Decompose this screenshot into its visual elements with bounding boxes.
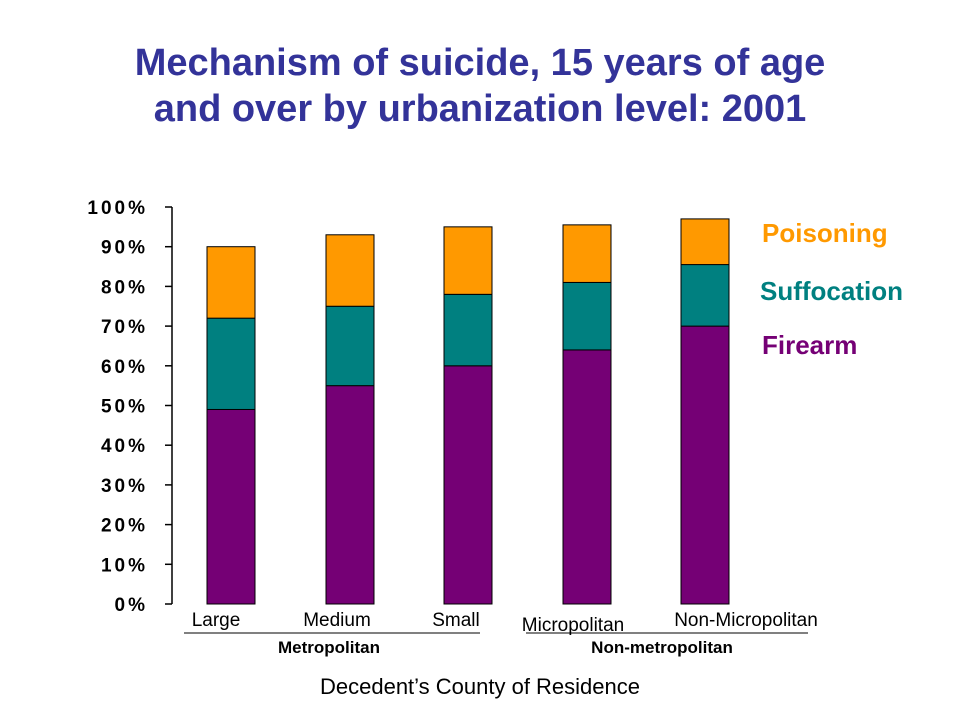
bar-firearm-3 xyxy=(443,365,493,605)
bar-poisoning-4 xyxy=(562,224,612,283)
y-tick-label: 20% xyxy=(101,516,148,537)
legend-poisoning: Poisoning xyxy=(762,218,888,248)
bar-firearm-4 xyxy=(562,349,612,605)
bar-firearm-2 xyxy=(325,385,375,605)
y-tick-label: 10% xyxy=(101,555,148,576)
category-label: Micropolitan xyxy=(522,615,624,636)
y-tick-label: 0% xyxy=(115,595,148,616)
y-tick-label: 80% xyxy=(101,277,148,298)
y-tick-label: 100% xyxy=(87,198,148,219)
y-tick-label: 70% xyxy=(101,317,148,338)
y-tick-label: 30% xyxy=(101,476,148,497)
bar-poisoning-3 xyxy=(443,226,493,295)
bar-suffocation-2 xyxy=(325,305,375,387)
category-label: Medium xyxy=(303,610,371,631)
group-label: Metropolitan xyxy=(278,638,380,657)
category-label: Non-Micropolitan xyxy=(674,610,818,631)
bar-firearm-1 xyxy=(206,408,256,605)
bar-poisoning-5 xyxy=(680,218,730,266)
bar-suffocation-1 xyxy=(206,317,256,410)
legend-suffocation: Suffocation xyxy=(760,276,903,306)
y-tick-label: 60% xyxy=(101,357,148,378)
y-tick-label: 50% xyxy=(101,397,148,418)
bar-firearm-5 xyxy=(680,325,730,605)
legend-firearm: Firearm xyxy=(762,330,858,360)
category-label: Small xyxy=(432,610,480,631)
bar-suffocation-3 xyxy=(443,293,493,367)
title-line-1: Mechanism of suicide, 15 years of age xyxy=(134,42,826,84)
chart-title: Mechanism of suicide, 15 years of age an… xyxy=(0,40,960,132)
y-tick-label: 90% xyxy=(101,238,148,259)
category-label: Large xyxy=(192,610,241,631)
title-line-2: and over by urbanization level: 2001 xyxy=(153,88,807,130)
bar-poisoning-2 xyxy=(325,234,375,307)
bar-suffocation-4 xyxy=(562,281,612,351)
y-tick-label: 40% xyxy=(101,436,148,457)
group-label: Non-metropolitan xyxy=(591,638,733,657)
x-axis-title: Decedent’s County of Residence xyxy=(319,674,640,699)
bar-poisoning-1 xyxy=(206,246,256,319)
bar-suffocation-5 xyxy=(680,264,730,327)
